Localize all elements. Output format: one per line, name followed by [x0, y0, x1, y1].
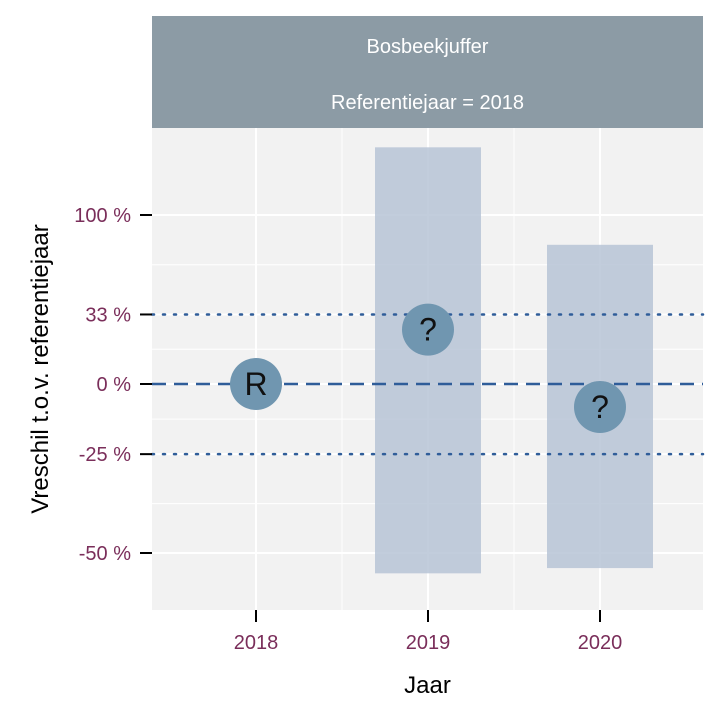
- y-tick-label: 33 %: [85, 304, 131, 326]
- y-tick-label: -50 %: [79, 543, 131, 565]
- point-marker-2020: [574, 380, 626, 433]
- x-axis: 2018 2019 2020: [234, 610, 623, 654]
- x-tick-label: 2018: [234, 632, 279, 654]
- y-tick-label: 0 %: [97, 374, 132, 396]
- x-axis-title: Jaar: [404, 672, 451, 699]
- point-marker-2018: [230, 358, 282, 410]
- facet-strip: [152, 16, 703, 128]
- x-tick-label: 2020: [578, 632, 623, 654]
- facet-subtitle: Referentiejaar = 2018: [331, 92, 524, 114]
- point-symbol-2018: R: [244, 366, 267, 402]
- y-axis-title: Vreschil t.o.v. referentiejaar: [27, 224, 54, 513]
- point-markers: R??: [230, 303, 626, 433]
- facet-title: Bosbeekjuffer: [367, 36, 489, 58]
- interval-bar-2019: [375, 147, 481, 574]
- x-tick-label: 2019: [406, 632, 451, 654]
- point-symbol-2019: ?: [419, 312, 437, 348]
- point-marker-2019: [402, 303, 454, 356]
- point-symbol-2020: ?: [591, 389, 609, 425]
- y-axis: 100 % 33 % 0 % -25 % -50 %: [74, 205, 152, 565]
- y-tick-label: 100 %: [74, 205, 131, 227]
- y-tick-label: -25 %: [79, 444, 131, 466]
